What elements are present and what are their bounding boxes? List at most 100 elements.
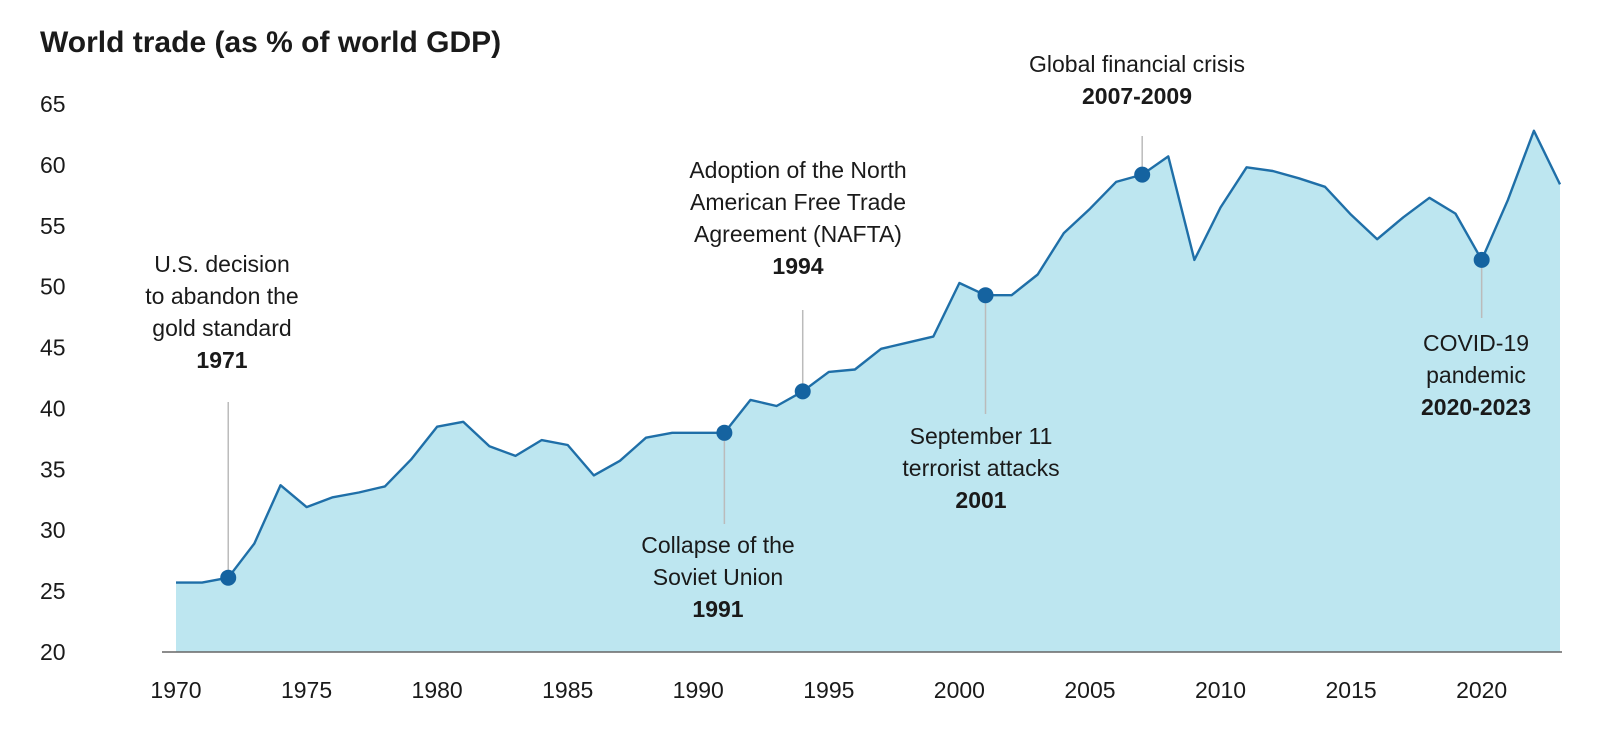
x-tick-label: 1975 [281, 677, 332, 703]
series-point [748, 398, 752, 402]
series-point [1271, 169, 1275, 173]
annotation-year: 2007-2009 [1082, 83, 1192, 109]
series-point [879, 347, 883, 351]
series-point [409, 458, 413, 462]
series-point [775, 404, 779, 408]
trade-series-line [176, 129, 1562, 584]
annotation-text: to abandon the [145, 283, 298, 309]
series-point [1558, 182, 1562, 186]
series-point [513, 454, 517, 458]
series-point [1192, 258, 1196, 262]
x-tick-label: 1985 [542, 677, 593, 703]
series-point [618, 459, 622, 463]
series-point [1010, 293, 1014, 297]
y-tick-label: 45 [40, 335, 66, 361]
event-marker [220, 569, 237, 586]
series-point [435, 425, 439, 429]
series-point [592, 473, 596, 477]
y-tick-label: 60 [40, 152, 66, 178]
x-tick-label: 1995 [803, 677, 854, 703]
series-point [1323, 185, 1327, 189]
event-marker [716, 424, 733, 441]
series-point [357, 490, 361, 494]
series-point [383, 484, 387, 488]
y-tick-label: 40 [40, 395, 66, 421]
series-point [827, 370, 831, 374]
series-point [1036, 272, 1040, 276]
series-point [931, 335, 935, 339]
series-point [957, 281, 961, 285]
series-point [331, 495, 335, 499]
series-point [200, 581, 204, 585]
series-point [487, 444, 491, 448]
x-tick-label: 2005 [1064, 677, 1115, 703]
annotation-year: 1971 [196, 347, 247, 373]
x-tick-label: 2015 [1326, 677, 1377, 703]
y-tick-label: 25 [40, 578, 66, 604]
y-tick-label: 65 [40, 91, 66, 117]
annotation-text: gold standard [152, 315, 291, 341]
x-axis: 1970 1975 1980 1985 1990 1995 2000 2005 2010 2015… [150, 677, 1507, 703]
series-point [1166, 154, 1170, 158]
trade-area-fill [176, 130, 1560, 653]
annotation-text: September 11 [910, 423, 1053, 449]
annotation-text: pandemic [1426, 362, 1526, 388]
event-marker [1134, 166, 1151, 183]
annotation-text: Agreement (NAFTA) [694, 221, 902, 247]
series-point [1401, 215, 1405, 219]
x-tick-label: 2000 [934, 677, 985, 703]
event-marker [1473, 251, 1490, 268]
x-tick-label: 1980 [412, 677, 463, 703]
y-tick-label: 50 [40, 274, 66, 300]
event-markers [220, 166, 1490, 586]
series-point [1532, 129, 1536, 133]
annotation-text: American Free Trade [690, 189, 906, 215]
series-point [1088, 207, 1092, 211]
annotation-text: Collapse of the [641, 532, 794, 558]
series-point [252, 542, 256, 546]
annotation-year: 1991 [692, 596, 743, 622]
series-point [1114, 180, 1118, 184]
series-point [1454, 212, 1458, 216]
series-point [1245, 165, 1249, 169]
annotation-text: U.S. decision [154, 251, 290, 277]
y-tick-label: 30 [40, 517, 66, 543]
annotation-text: Adoption of the North [689, 157, 906, 183]
series-point [278, 483, 282, 487]
series-point [644, 436, 648, 440]
series-point [566, 443, 570, 447]
annotation-text: Soviet Union [653, 564, 783, 590]
series-point [1297, 176, 1301, 180]
series-point [1219, 206, 1223, 210]
annotation-year: 1994 [772, 253, 823, 279]
series-point [1062, 231, 1066, 235]
y-tick-label: 55 [40, 213, 66, 239]
series-point [696, 431, 700, 435]
series-point [1506, 198, 1510, 202]
series-point [540, 438, 544, 442]
x-tick-label: 1990 [673, 677, 724, 703]
annotation-year: 2001 [955, 487, 1006, 513]
series-point [853, 367, 857, 371]
chart-title: World trade (as % of world GDP) [40, 26, 501, 59]
series-point [461, 420, 465, 424]
x-tick-label: 1970 [150, 677, 201, 703]
series-point [174, 581, 178, 585]
x-tick-label: 2010 [1195, 677, 1246, 703]
annotation-text: Global financial crisis [1029, 51, 1245, 77]
y-tick-label: 35 [40, 456, 66, 482]
annotation-year: 2020-2023 [1421, 394, 1531, 420]
series-point [1375, 237, 1379, 241]
series-point [905, 341, 909, 345]
series-point [1427, 196, 1431, 200]
annotation-labels: U.S. decision to abandon the gold standard… [145, 51, 1531, 622]
event-marker [977, 287, 994, 304]
x-tick-label: 2020 [1456, 677, 1507, 703]
annotation-text: COVID-19 [1423, 330, 1529, 356]
series-point [305, 505, 309, 509]
y-axis: 20 25 30 35 40 45 50 55 60 65 [40, 91, 66, 665]
y-tick-label: 20 [40, 639, 66, 665]
series-point [670, 431, 674, 435]
event-marker [794, 383, 811, 400]
